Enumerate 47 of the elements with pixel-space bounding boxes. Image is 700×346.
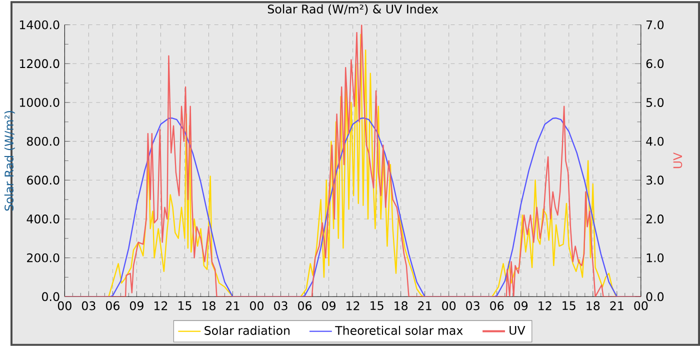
x-tick-label: 18 (394, 301, 408, 310)
y2-tick-label: 0.0 (646, 292, 664, 302)
y-tick-label: 1400.0 (20, 20, 60, 30)
x-tick-label: 00 (250, 301, 264, 310)
y-tick-label: 0.0 (42, 292, 60, 302)
x-tick-label: 06 (298, 301, 312, 310)
y2-tick-label: 5.0 (646, 98, 664, 107)
x-tick-label: 03 (274, 301, 288, 310)
x-tick-label: 03 (82, 301, 96, 310)
x-tick-label: 15 (178, 301, 192, 310)
x-tick-label: 18 (586, 301, 600, 310)
legend-label: UV (510, 326, 526, 335)
x-tick-label: 12 (154, 301, 168, 310)
y2-tick-label: 3.0 (646, 176, 664, 185)
y-tick-label: 600.0 (27, 176, 60, 185)
y2-tick-label: 7.0 (646, 20, 664, 30)
x-tick-label: 15 (370, 301, 384, 310)
x-tick-label: 03 (466, 301, 480, 310)
x-tick-label: 18 (202, 301, 216, 310)
y-tick-label: 400.0 (26, 214, 60, 224)
y2-tick-label: 4.0 (646, 136, 664, 146)
y-axis-title: Solar Rad (W/m²) (4, 111, 15, 211)
x-tick-label: 09 (514, 301, 528, 310)
x-tick-label: 00 (634, 301, 648, 310)
x-tick-label: 00 (58, 301, 72, 310)
x-tick-label: 06 (490, 301, 504, 310)
x-tick-label: 12 (538, 301, 552, 310)
x-tick-label: 12 (346, 301, 360, 310)
x-tick-label: 09 (322, 301, 336, 310)
x-tick-label: 21 (226, 301, 240, 310)
y2-tick-label: 6.0 (646, 59, 664, 68)
chart-title: Solar Rad (W/m²) & UV Index (268, 4, 438, 15)
y-tick-label: 200.0 (27, 253, 60, 262)
x-tick-label: 09 (130, 301, 144, 310)
legend-label: Solar radiation (204, 326, 290, 336)
y-tick-label: 1200.0 (20, 59, 60, 68)
x-tick-label: 15 (562, 301, 576, 310)
legend-label: Theoretical solar max (335, 326, 463, 336)
x-tick-label: 21 (418, 301, 432, 310)
y-tick-label: 800.0 (27, 136, 60, 146)
y2-tick-label: 2.0 (646, 214, 664, 224)
x-tick-label: 06 (106, 301, 120, 310)
x-tick-label: 21 (610, 301, 624, 310)
x-tick-label: 00 (442, 301, 456, 310)
y2-tick-label: 1.0 (646, 253, 664, 262)
y-tick-label: 1000.0 (20, 98, 60, 107)
y2-axis-title: UV (673, 152, 682, 168)
